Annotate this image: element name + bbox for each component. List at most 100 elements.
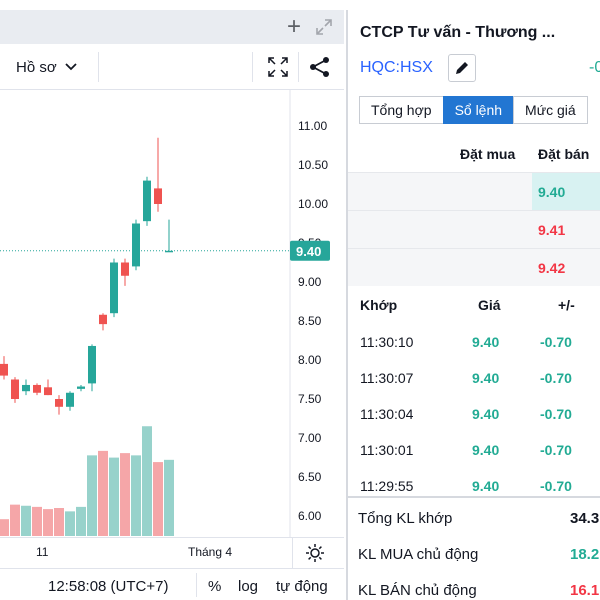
summary-row: Tổng KL khớp 34.3 (348, 500, 600, 536)
candle-body (88, 345, 96, 384)
chart-titlebar: + (0, 10, 344, 44)
log-scale-toggle[interactable]: log (238, 578, 259, 595)
status-bar: 12:58:08 (UTC+7) % log tự động (0, 568, 344, 600)
candle-body (132, 223, 140, 267)
volume-bar (87, 455, 97, 536)
profile-dropdown[interactable]: Hồ sơ (6, 50, 87, 84)
tab-price-levels[interactable]: Mức giá (513, 96, 588, 124)
expand-icon[interactable] (310, 10, 338, 44)
chart-toolbar: Hồ sơ (0, 44, 344, 90)
trade-time: 11:29:55 (360, 478, 414, 494)
trade-change: -0.70 (540, 334, 572, 350)
price-tick-label: 7.50 (298, 392, 322, 406)
profile-label: Hồ sơ (16, 58, 57, 76)
percent-scale-toggle[interactable]: % (208, 578, 222, 595)
trade-row: 11:30:07 9.40 -0.70 (348, 360, 600, 396)
trade-time: 11:30:10 (360, 334, 414, 350)
time-tick: 11 (36, 545, 49, 559)
chevron-down-icon (65, 63, 77, 71)
plus-icon[interactable]: + (286, 13, 301, 40)
trade-price: 9.40 (472, 334, 500, 350)
trade-change: -0.70 (540, 406, 572, 422)
orderbook-row[interactable]: 9.41 (348, 210, 600, 248)
trade-price: 9.40 (472, 370, 500, 386)
trades-header: Khớp Giá +/- (348, 290, 600, 320)
trade-price: 9.40 (472, 478, 500, 494)
volume-bars (0, 426, 174, 536)
volume-bar (120, 453, 130, 536)
volume-bar (131, 455, 141, 536)
trade-row: 11:30:04 9.40 -0.70 (348, 396, 600, 432)
trade-change: -0.70 (540, 478, 572, 494)
volume-bar (32, 506, 42, 536)
last-price-box (290, 240, 330, 261)
summary-row: KL MUA chủ động 18.2 (348, 536, 600, 572)
ask-price: 9.41 (538, 221, 566, 238)
summary-label: Tổng KL khớp (358, 510, 453, 527)
trades-change-header: +/- (558, 297, 575, 313)
fullscreen-icon (268, 57, 288, 77)
candlestick-chart[interactable]: 11.0010.5010.009.509.008.508.007.507.006… (0, 90, 344, 537)
last-price-label: 9.40 (296, 244, 321, 259)
candles (0, 137, 173, 415)
status-divider (196, 573, 197, 597)
time-axis[interactable]: 11 Tháng 4 (0, 537, 344, 568)
trade-change: -0.70 (540, 370, 572, 386)
price-tick-label: 9.00 (298, 275, 322, 289)
volume-bar (65, 511, 75, 536)
summary-label: KL BÁN chủ động (358, 582, 477, 599)
price-tick-label: 11.00 (298, 119, 327, 133)
volume-bar (21, 505, 31, 536)
pencil-icon (456, 62, 468, 74)
bid-header: Đặt mua (460, 146, 516, 162)
volume-bar (164, 459, 174, 536)
orderbook-header: Đặt mua Đặt bán (348, 136, 600, 172)
tab-summary[interactable]: Tổng hợp (359, 96, 444, 124)
summary-row: KL BÁN chủ động 16.1 (348, 572, 600, 600)
ask-price: 9.40 (532, 173, 600, 210)
candle-body (121, 262, 129, 276)
orderbook-row[interactable]: 9.40 (348, 172, 600, 210)
price-tick-label: 10.50 (298, 158, 328, 172)
ticker-symbol[interactable]: HQC:HSX (360, 59, 433, 76)
axis-divider (292, 538, 293, 568)
toolbar-divider (298, 52, 299, 82)
volume-bar (98, 450, 108, 536)
fullscreen-button[interactable] (262, 52, 294, 82)
candle-body (99, 314, 107, 325)
price-axis[interactable]: 11.0010.5010.009.509.008.508.007.507.006… (289, 90, 328, 537)
price-tick-label: 6.00 (298, 509, 322, 523)
ask-header: Đặt bán (538, 146, 590, 162)
summary-value: 18.2 (570, 546, 600, 563)
volume-bar (142, 426, 152, 536)
trade-time: 11:30:07 (360, 370, 414, 386)
trade-price: 9.40 (472, 406, 500, 422)
trade-row: 11:29:55 9.40 -0.70 (348, 468, 600, 494)
auto-scale-toggle[interactable]: tự động (276, 578, 328, 595)
candle-body (55, 399, 63, 407)
edit-symbol-button[interactable] (448, 54, 476, 82)
toolbar-divider (98, 52, 99, 82)
volume-bar (10, 504, 20, 536)
trades-list[interactable]: 11:30:10 9.40 -0.70 11:30:07 9.40 -0.70 … (348, 324, 600, 494)
trade-time: 11:30:04 (360, 406, 414, 422)
summary-label: KL MUA chủ động (358, 546, 479, 563)
price-change: -0 (589, 59, 600, 76)
share-button[interactable] (304, 52, 336, 82)
trade-row: 11:30:01 9.40 -0.70 (348, 432, 600, 468)
clock-time: 12:58:08 (UTC+7) (48, 578, 169, 595)
candle-body (77, 386, 85, 389)
volume-bar (76, 506, 86, 536)
tab-orderbook[interactable]: Sổ lệnh (442, 96, 515, 124)
candle-body (66, 392, 74, 407)
candle-body (110, 262, 118, 314)
price-tick-label: 8.50 (298, 314, 322, 328)
ask-price: 9.42 (538, 259, 566, 276)
trade-row: 11:30:10 9.40 -0.70 (348, 324, 600, 360)
summary-value: 16.1 (570, 582, 600, 599)
orderbook-row[interactable]: 9.42 (348, 248, 600, 286)
candle-body (11, 379, 19, 399)
trade-price: 9.40 (472, 442, 500, 458)
candle-body (165, 250, 173, 253)
gear-icon[interactable] (304, 542, 326, 564)
